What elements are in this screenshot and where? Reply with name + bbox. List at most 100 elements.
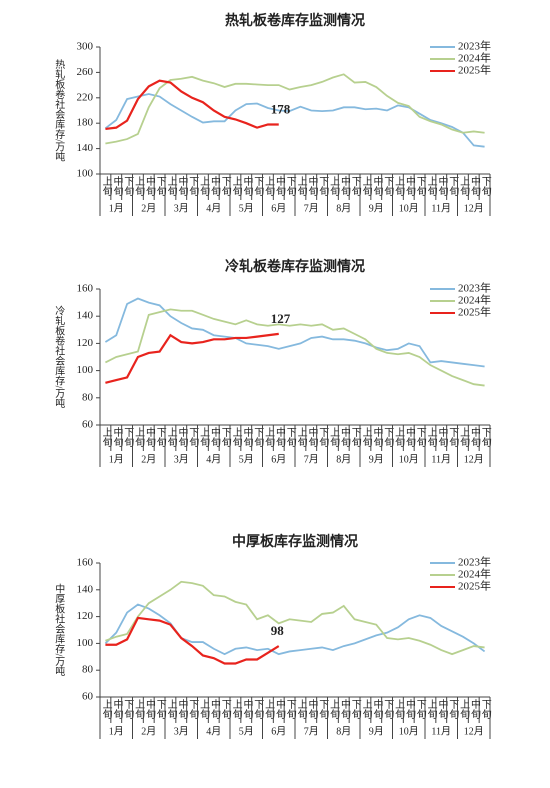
y-tick-label: 140: [77, 310, 94, 322]
x-tick-label: 下旬: [414, 176, 426, 197]
x-tick-label: 下旬: [414, 427, 426, 448]
x-tick-label: 中旬: [403, 698, 415, 720]
month-label: 8月: [336, 725, 351, 737]
x-tick-label: 下旬: [219, 427, 231, 448]
x-tick-label: 中旬: [273, 426, 285, 448]
x-tick-label: 中旬: [111, 175, 123, 197]
x-tick-label: 上旬: [263, 176, 275, 197]
month-label: 1月: [109, 453, 124, 465]
x-tick-label: 上旬: [328, 699, 340, 720]
month-label: 6月: [271, 202, 286, 214]
month-label: 1月: [109, 202, 124, 214]
month-label: 11月: [431, 725, 451, 737]
month-label: 3月: [174, 725, 189, 737]
series-line: [104, 297, 485, 368]
chart-title: 冷轧板卷库存监测情况: [225, 258, 365, 275]
x-tick-label: 中旬: [176, 698, 188, 720]
y-tick-label: 140: [77, 142, 94, 154]
month-label: 12月: [464, 725, 484, 737]
x-tick-label: 下旬: [187, 699, 199, 720]
x-tick-label: 中旬: [273, 698, 285, 720]
legend-label: 2024年: [458, 567, 491, 581]
x-tick-label: 中旬: [241, 426, 253, 448]
month-label: 4月: [206, 202, 221, 214]
legend-label: 2025年: [458, 63, 491, 77]
x-tick-label: 上旬: [425, 176, 437, 197]
month-label: 11月: [431, 453, 451, 465]
x-tick-label: 上旬: [295, 699, 307, 720]
chart-title: 热轧板卷库存监测情况: [225, 12, 365, 29]
y-tick-label: 120: [77, 337, 94, 349]
month-label: 7月: [304, 202, 319, 214]
x-tick-label: 中旬: [306, 175, 318, 197]
x-tick-label: 中旬: [306, 426, 318, 448]
x-tick-label: 上旬: [328, 427, 340, 448]
x-tick-label: 上旬: [133, 176, 145, 197]
x-tick-label: 下旬: [219, 176, 231, 197]
legend-label: 2023年: [458, 281, 491, 295]
month-label: 11月: [431, 202, 451, 214]
month-label: 8月: [336, 453, 351, 465]
y-tick-label: 160: [77, 557, 94, 569]
month-label: 3月: [174, 453, 189, 465]
x-tick-label: 上旬: [100, 699, 112, 720]
x-tick-label: 上旬: [263, 699, 275, 720]
x-tick-label: 下旬: [382, 427, 394, 448]
x-tick-label: 上旬: [393, 176, 405, 197]
x-tick-label: 上旬: [360, 427, 372, 448]
x-tick-label: 中旬: [143, 175, 155, 197]
x-tick-label: 下旬: [447, 427, 459, 448]
x-tick-label: 上旬: [360, 176, 372, 197]
y-tick-label: 100: [77, 168, 94, 180]
x-tick-label: 下旬: [382, 699, 394, 720]
x-tick-label: 中旬: [371, 698, 383, 720]
x-tick-label: 上旬: [230, 427, 242, 448]
y-tick-label: 220: [77, 91, 94, 103]
x-tick-label: 下旬: [187, 176, 199, 197]
x-tick-label: 中旬: [468, 426, 480, 448]
x-tick-label: 下旬: [284, 176, 296, 197]
x-tick-label: 下旬: [349, 427, 361, 448]
y-tick-label: 80: [82, 391, 94, 403]
x-tick-label: 上旬: [425, 427, 437, 448]
x-tick-label: 中旬: [176, 426, 188, 448]
x-tick-label: 下旬: [447, 699, 459, 720]
x-tick-label: 下旬: [349, 699, 361, 720]
x-tick-label: 上旬: [133, 699, 145, 720]
legend-label: 2025年: [458, 305, 491, 319]
x-tick-label: 中旬: [306, 698, 318, 720]
month-label: 5月: [239, 725, 254, 737]
month-label: 10月: [399, 202, 419, 214]
legend-label: 2024年: [458, 293, 491, 307]
legend-label: 2024年: [458, 51, 491, 65]
month-label: 9月: [369, 725, 384, 737]
month-label: 1月: [109, 725, 124, 737]
x-tick-label: 下旬: [479, 427, 491, 448]
x-tick-label: 下旬: [154, 176, 166, 197]
x-tick-label: 上旬: [198, 176, 210, 197]
month-label: 6月: [271, 453, 286, 465]
x-tick-label: 下旬: [349, 176, 361, 197]
x-tick-label: 中旬: [111, 426, 123, 448]
x-tick-label: 下旬: [317, 699, 329, 720]
y-tick-label: 80: [82, 664, 94, 676]
y-tick-label: 260: [77, 66, 94, 78]
x-tick-label: 下旬: [154, 699, 166, 720]
x-tick-label: 下旬: [122, 699, 134, 720]
legend-label: 2023年: [458, 555, 491, 569]
x-tick-label: 上旬: [165, 427, 177, 448]
y-tick-label: 160: [77, 283, 94, 295]
x-tick-label: 下旬: [252, 176, 264, 197]
x-tick-label: 下旬: [122, 176, 134, 197]
y-tick-label: 140: [77, 583, 94, 595]
x-tick-label: 上旬: [198, 427, 210, 448]
x-tick-label: 下旬: [284, 699, 296, 720]
month-label: 6月: [271, 725, 286, 737]
data-label: 178: [271, 101, 291, 116]
x-tick-label: 中旬: [208, 175, 220, 197]
x-tick-label: 中旬: [436, 426, 448, 448]
x-tick-label: 下旬: [317, 176, 329, 197]
x-tick-label: 上旬: [198, 699, 210, 720]
series-line: [105, 308, 485, 387]
